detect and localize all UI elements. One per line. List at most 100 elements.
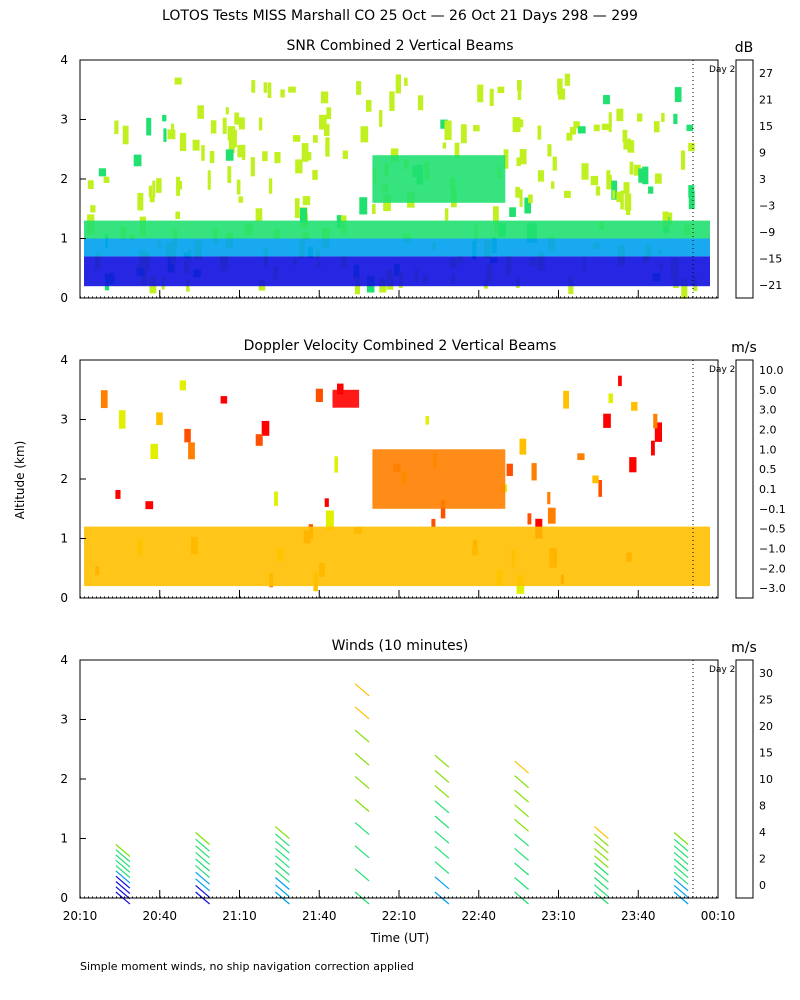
colorbar-tick-label: 2.0 — [759, 423, 777, 436]
data-cell — [324, 498, 329, 507]
data-cell — [623, 182, 630, 194]
data-cell — [642, 166, 649, 185]
colorbar-tick-label: −1.0 — [759, 542, 786, 555]
data-cell — [601, 123, 610, 130]
wind-barb — [594, 826, 609, 840]
data-cell — [493, 206, 499, 224]
data-cell — [295, 159, 303, 174]
data-cell — [162, 115, 167, 122]
feature-band — [84, 220, 710, 239]
wind-barb — [115, 859, 131, 873]
wind-barb — [594, 862, 609, 876]
data-cell — [637, 113, 643, 122]
data-cell — [163, 128, 167, 142]
data-cell — [537, 125, 542, 140]
data-cell — [167, 129, 176, 140]
wind-barb — [195, 871, 210, 885]
data-cell — [225, 149, 234, 161]
colorbar: 10.0 5.0 3.0 2.0 1.0 0.5 0.1 −0.1 −0.5 −1.0 −2.0 −3… — [731, 340, 786, 599]
data-cell — [255, 208, 263, 222]
wind-barb — [673, 884, 689, 898]
data-cell — [631, 401, 638, 411]
data-cell — [118, 410, 126, 429]
colorbar-unit: m/s — [731, 640, 757, 656]
data-cell — [251, 80, 256, 93]
wind-barb — [275, 847, 290, 861]
data-cell — [569, 127, 577, 135]
data-cell — [519, 438, 527, 455]
data-cell — [238, 117, 245, 130]
data-cell — [238, 196, 244, 203]
x-tick-label: 00:10 — [701, 909, 736, 923]
data-cell — [133, 154, 142, 167]
data-cell — [372, 204, 376, 214]
data-cell — [417, 95, 424, 111]
data-cell — [294, 198, 300, 219]
colorbar-tick-label: 10.0 — [759, 364, 784, 377]
data-cell — [313, 135, 318, 143]
footnote: Simple moment winds, no ship navigation … — [80, 960, 414, 973]
data-cell — [503, 149, 509, 169]
data-cell — [148, 185, 153, 198]
data-cell — [497, 86, 505, 93]
colorbar-tick-label: 15 — [759, 747, 773, 760]
colorbar-tick-label: 5.0 — [759, 384, 777, 397]
data-cell — [292, 135, 301, 142]
data-cell — [616, 191, 624, 203]
wind-barb — [115, 875, 131, 889]
colorbar-tick-label: 9 — [759, 147, 766, 160]
wind-barb — [673, 845, 689, 859]
data-cell — [688, 142, 695, 152]
data-cell — [623, 138, 631, 150]
data-cell — [440, 499, 446, 519]
data-cell — [137, 193, 144, 211]
data-cell — [524, 197, 532, 214]
data-cell — [648, 186, 654, 194]
data-cell — [527, 513, 532, 525]
data-cell — [566, 132, 573, 141]
y-tick-label: 2 — [60, 772, 68, 786]
data-cell — [302, 196, 311, 206]
wind-barb — [514, 775, 529, 789]
data-cell — [152, 180, 156, 198]
data-cell — [573, 121, 580, 129]
data-cell — [301, 143, 309, 162]
data-cell — [477, 84, 484, 103]
data-cell — [100, 390, 108, 409]
data-cell — [592, 475, 599, 484]
colorbar-tick-label: 15 — [759, 120, 773, 133]
data-cell — [201, 145, 205, 161]
data-cell — [236, 179, 241, 195]
data-cell — [547, 507, 556, 524]
data-cell — [618, 375, 622, 387]
data-cell — [250, 157, 255, 177]
data-cell — [551, 181, 555, 189]
data-cell — [577, 453, 585, 461]
y-tick-label: 4 — [60, 53, 68, 67]
data-cell — [425, 416, 429, 425]
wind-barb — [434, 876, 450, 890]
data-cell — [146, 117, 152, 136]
data-cell — [315, 388, 323, 402]
data-cell — [489, 88, 494, 106]
plot-area — [115, 683, 689, 905]
data-cell — [171, 123, 175, 134]
x-tick-label: 21:40 — [302, 909, 337, 923]
wind-barb — [354, 868, 370, 882]
feature-band — [84, 526, 710, 587]
feature-band — [84, 238, 710, 257]
feature-band — [84, 256, 710, 287]
x-tick-label: 23:10 — [541, 909, 576, 923]
colorbar-tick-label: 30 — [759, 667, 773, 680]
wind-barb — [275, 826, 290, 840]
data-cell — [460, 124, 467, 144]
data-cell — [175, 211, 181, 220]
data-cell — [516, 157, 521, 167]
data-cell — [179, 132, 187, 152]
data-cell — [156, 178, 162, 193]
data-cell — [379, 110, 383, 127]
data-cell — [263, 82, 268, 93]
colorbar-unit: m/s — [731, 340, 757, 356]
data-cell — [114, 120, 119, 135]
data-cell — [654, 422, 662, 442]
